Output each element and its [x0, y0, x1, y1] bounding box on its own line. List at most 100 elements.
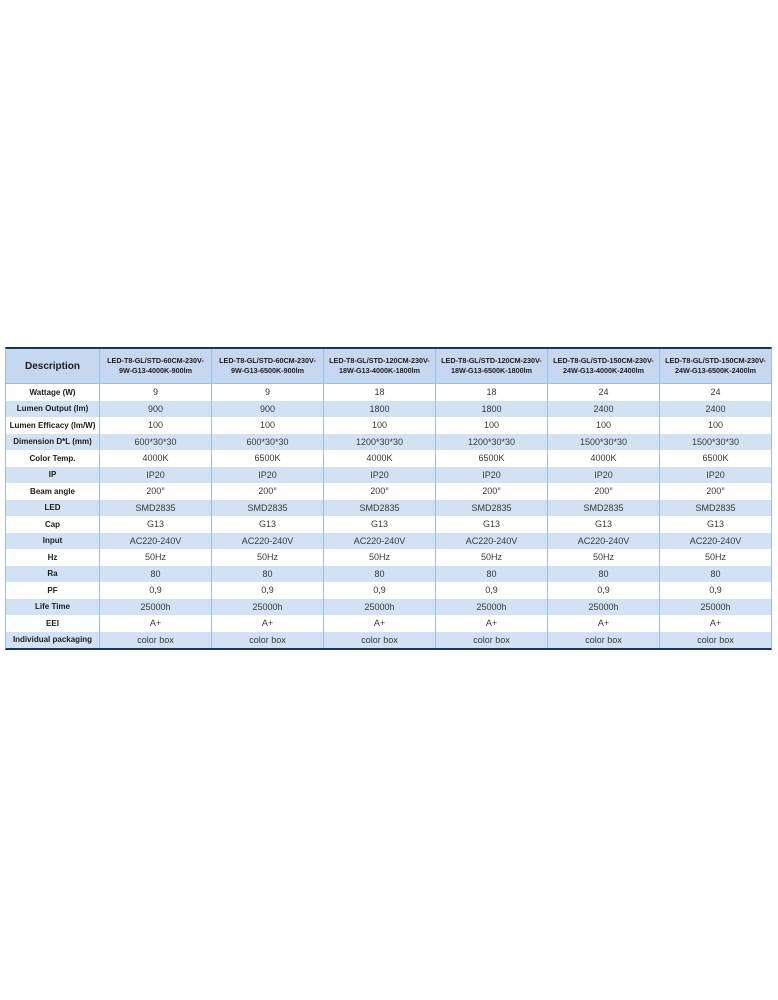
value-cell: IP20 [211, 466, 323, 483]
row-ip: IP IP20 IP20 IP20 IP20 IP20 IP20 [6, 466, 771, 483]
row-label: LED [44, 503, 61, 513]
row-eei: EEI A+ A+ A+ A+ A+ A+ [6, 615, 771, 632]
model-column-header: LED-T8-GL/STD-120CM-230V-18W-G13-4000K-1… [323, 349, 435, 384]
value-cell: 4000K [99, 450, 211, 467]
value-cell: A+ [659, 615, 771, 632]
value-cell: 50Hz [659, 549, 771, 566]
value-cell: AC220-240V [99, 532, 211, 549]
value-cell: A+ [99, 615, 211, 632]
value-cell: 200° [323, 483, 435, 500]
value-cell: 18 [435, 384, 547, 401]
value-cell: 200° [435, 483, 547, 500]
row-dimension-d-l-mm: Dimension D*L (mm) 600*30*30 600*30*30 1200… [6, 433, 771, 450]
value-cell: color box [211, 631, 323, 648]
model-column-header: LED-T8-GL/STD-60CM-230V-9W-G13-4000K-900… [99, 349, 211, 384]
row-individual-packaging: Individual packaging color box color box co… [6, 631, 771, 648]
value-cell: 80 [547, 565, 659, 582]
value-cell: G13 [435, 516, 547, 533]
table-body: Wattage (W) 9 9 18 18 24 24 Lumen Output (lm) 90… [6, 384, 771, 648]
value-cell: 25000h [99, 598, 211, 615]
value-cell: color box [323, 631, 435, 648]
row-wattage-w: Wattage (W) 9 9 18 18 24 24 [6, 384, 771, 401]
value-cell: IP20 [99, 466, 211, 483]
value-cell: color box [547, 631, 659, 648]
row-label: Lumen Efficacy (lm/W) [9, 420, 96, 430]
value-cell: 4000K [547, 450, 659, 467]
row-label: IP [48, 470, 57, 480]
value-cell: 100 [99, 417, 211, 434]
value-cell: AC220-240V [435, 532, 547, 549]
value-cell: 25000h [659, 598, 771, 615]
value-cell: color box [659, 631, 771, 648]
value-cell: 80 [211, 565, 323, 582]
value-cell: 25000h [435, 598, 547, 615]
value-cell: 0,9 [323, 582, 435, 599]
row-label: Color Temp. [29, 453, 76, 463]
value-cell: 1800 [323, 400, 435, 417]
row-input: Input AC220-240V AC220-240V AC220-240V AC220… [6, 532, 771, 549]
value-cell: 0,9 [435, 582, 547, 599]
row-color-temp: Color Temp. 4000K 6500K 4000K 6500K 4000K 6500… [6, 450, 771, 467]
value-cell: 18 [323, 384, 435, 401]
row-label: EEI [46, 618, 59, 628]
row-label: Hz [47, 552, 58, 562]
value-cell: 9 [99, 384, 211, 401]
row-label: Lumen Output (lm) [16, 404, 89, 414]
description-header: Description [6, 349, 99, 384]
row-label: PF [47, 585, 58, 595]
value-cell: 100 [323, 417, 435, 434]
value-cell: 25000h [323, 598, 435, 615]
model-column-header: LED-T8-GL/STD-150CM-230V-24W-G13-4000K-2… [547, 349, 659, 384]
row-lumen-efficacy-lm-w: Lumen Efficacy (lm/W) 100 100 100 100 100 100 [6, 417, 771, 434]
value-cell: G13 [547, 516, 659, 533]
value-cell: 1500*30*30 [659, 433, 771, 450]
value-cell: IP20 [323, 466, 435, 483]
row-label: Beam angle [30, 486, 75, 496]
value-cell: 80 [323, 565, 435, 582]
value-cell: color box [99, 631, 211, 648]
row-label: Dimension D*L (mm) [13, 437, 92, 447]
value-cell: 200° [99, 483, 211, 500]
value-cell: color box [435, 631, 547, 648]
value-cell: AC220-240V [659, 532, 771, 549]
value-cell: A+ [435, 615, 547, 632]
value-cell: SMD2835 [547, 499, 659, 516]
value-cell: 0,9 [99, 582, 211, 599]
value-cell: 200° [659, 483, 771, 500]
row-life-time: Life Time 25000h 25000h 25000h 25000h 25000h 2… [6, 598, 771, 615]
value-cell: 200° [547, 483, 659, 500]
table-header: Description LED-T8-GL/STD-60CM-230V-9W-G… [6, 349, 771, 384]
value-cell: 6500K [659, 450, 771, 467]
value-cell: 6500K [435, 450, 547, 467]
value-cell: 25000h [547, 598, 659, 615]
value-cell: SMD2835 [99, 499, 211, 516]
value-cell: 0,9 [547, 582, 659, 599]
value-cell: 50Hz [547, 549, 659, 566]
value-cell: SMD2835 [435, 499, 547, 516]
value-cell: 1200*30*30 [435, 433, 547, 450]
value-cell: IP20 [547, 466, 659, 483]
value-cell: AC220-240V [211, 532, 323, 549]
value-cell: 100 [435, 417, 547, 434]
value-cell: 50Hz [323, 549, 435, 566]
row-led: LED SMD2835 SMD2835 SMD2835 SMD2835 SMD2835 SM… [6, 499, 771, 516]
header-row: Description LED-T8-GL/STD-60CM-230V-9W-G… [6, 349, 771, 384]
value-cell: 0,9 [659, 582, 771, 599]
value-cell: G13 [211, 516, 323, 533]
value-cell: 9 [211, 384, 323, 401]
value-cell: 24 [547, 384, 659, 401]
row-label: Wattage (W) [29, 387, 76, 397]
value-cell: SMD2835 [659, 499, 771, 516]
value-cell: SMD2835 [211, 499, 323, 516]
value-cell: 1500*30*30 [547, 433, 659, 450]
value-cell: AC220-240V [547, 532, 659, 549]
value-cell: 6500K [211, 450, 323, 467]
value-cell: 0,9 [211, 582, 323, 599]
value-cell: IP20 [659, 466, 771, 483]
row-label: Life Time [35, 602, 70, 612]
value-cell: G13 [99, 516, 211, 533]
row-hz: Hz 50Hz 50Hz 50Hz 50Hz 50Hz 50Hz [6, 549, 771, 566]
value-cell: A+ [547, 615, 659, 632]
row-label: Input [42, 536, 63, 546]
row-label: Cap [44, 519, 61, 529]
